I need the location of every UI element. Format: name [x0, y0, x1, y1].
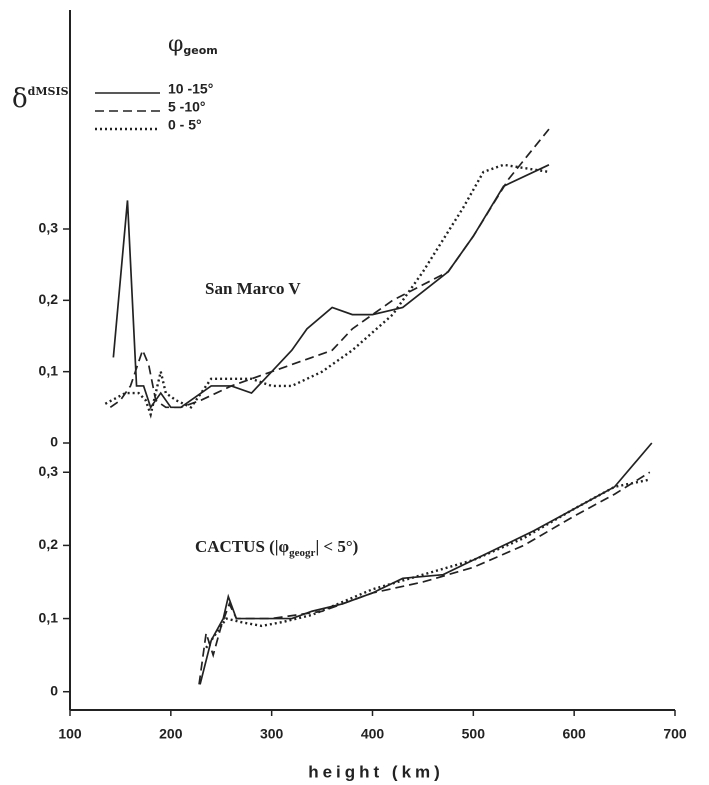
- y-tick-label: 0,3: [39, 220, 59, 236]
- x-tick-label: 400: [361, 726, 385, 742]
- y-tick-label: 0: [50, 434, 58, 450]
- data-line: [109, 128, 550, 409]
- legend-label: 0 - 5°: [168, 117, 202, 133]
- y-tick-label: 0,1: [39, 609, 59, 625]
- annotation-part: CACTUS (|φ: [195, 537, 290, 556]
- legend-title-main: φ: [168, 32, 183, 57]
- annotation-sub: geogr: [289, 547, 315, 559]
- x-axis-label: height (km): [308, 762, 444, 781]
- y-tick-label: 0,2: [39, 291, 59, 307]
- data-line: [112, 164, 550, 410]
- annotation: CACTUS (|φgeogr| < 5°): [195, 537, 358, 559]
- annotation: San Marco V: [205, 279, 301, 298]
- data-line: [198, 471, 651, 685]
- data-line: [205, 478, 651, 649]
- legend-label: 5 -10°: [168, 99, 206, 115]
- y-label-main: δ: [12, 84, 28, 114]
- data-line: [104, 163, 550, 419]
- y-tick-label: 0,3: [39, 463, 59, 479]
- x-tick-label: 700: [663, 726, 687, 742]
- annotation-part: | < 5°): [315, 537, 358, 556]
- x-tick-label: 200: [159, 726, 183, 742]
- y-axis-label: δdMSIS: [12, 84, 69, 114]
- y-tick-label: 0: [50, 682, 58, 698]
- legend-title-sub: geom: [183, 44, 217, 57]
- x-tick-label: 600: [562, 726, 586, 742]
- x-tick-label: 300: [260, 726, 284, 742]
- y-tick-label: 0,1: [39, 362, 59, 378]
- legend-label: 10 -15°: [168, 81, 213, 97]
- legend-title: φgeom: [168, 32, 218, 57]
- data-line: [199, 442, 653, 685]
- x-tick-label: 500: [462, 726, 486, 742]
- y-tick-label: 0,2: [39, 536, 59, 552]
- x-tick-label: 100: [58, 726, 82, 742]
- y-label-sup: dMSIS: [28, 85, 69, 98]
